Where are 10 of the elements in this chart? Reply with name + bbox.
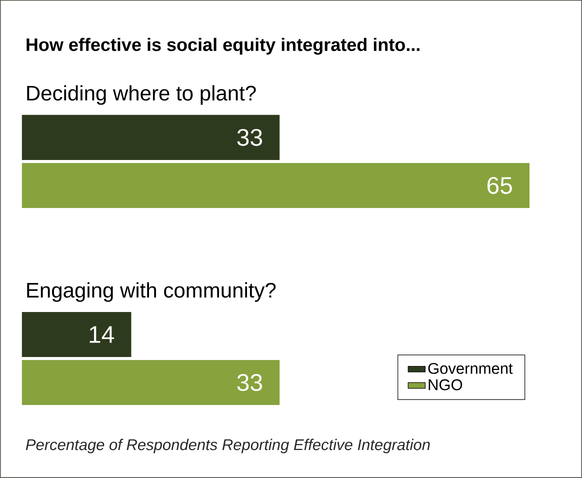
text: Percentage of Respondents Reporting Effective Integration (26, 438, 430, 454)
text: How effective is social equity integrated into... (26, 38, 420, 55)
legend-label: NGO (428, 379, 462, 390)
legend-label: Government (428, 362, 513, 374)
y-tick-label: Deciding where to plant? (27, 85, 256, 105)
y-tick-label: Engaging with community? (27, 282, 276, 302)
data-label: 14 (90, 326, 114, 343)
data-label: 65 (487, 176, 512, 194)
data-label: 33 (237, 374, 262, 392)
data-label: 33 (237, 128, 262, 146)
